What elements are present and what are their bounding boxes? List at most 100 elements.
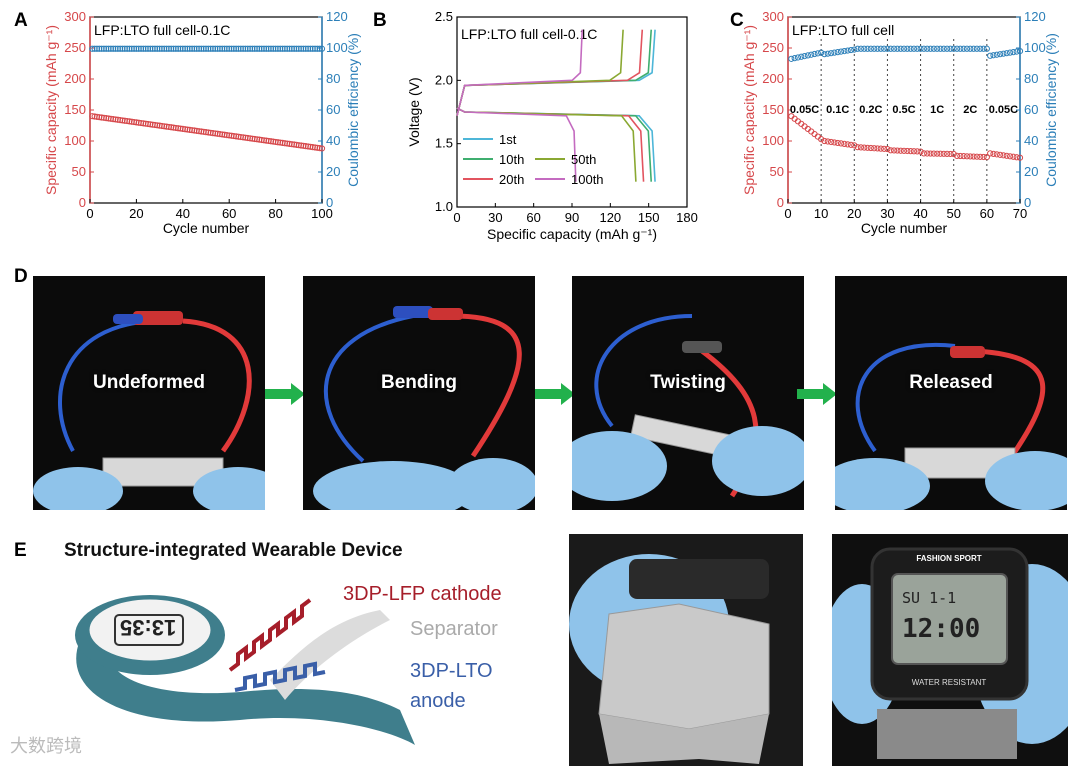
ce-point: [927, 45, 934, 52]
ce-point: [917, 45, 924, 52]
chart-title: LFP:LTO full cell-0.1C: [461, 26, 597, 42]
ce-point: [124, 45, 131, 52]
ce-point: [98, 45, 105, 52]
ce-point: [117, 45, 124, 52]
capacity-point: [980, 153, 987, 161]
ce-point: [156, 45, 163, 52]
ce-point: [265, 45, 272, 52]
capacity-point: [957, 152, 964, 160]
capacity-point: [900, 147, 908, 154]
capacity-point: [837, 140, 845, 147]
ce-point: [137, 45, 145, 52]
ce-point: [811, 50, 818, 58]
arrow-icon-1: [265, 383, 305, 405]
ce-point: [877, 45, 884, 52]
ce-point: [100, 45, 108, 52]
ce-point: [309, 45, 316, 52]
ce-point: [298, 45, 305, 52]
photo-bending: Bending: [303, 276, 535, 510]
y2-tick-label: 80: [326, 71, 340, 86]
y2-tick-label: 20: [1024, 164, 1038, 179]
capacity-point: [914, 148, 921, 155]
ce-point: [824, 50, 831, 57]
ce-point: [119, 45, 126, 52]
ce-point: [198, 45, 205, 52]
capacity-point: [881, 145, 888, 152]
ce-point: [91, 45, 98, 52]
rate-label: 0.2C: [859, 104, 882, 116]
ce-point: [854, 45, 861, 52]
ce-point: [924, 45, 931, 52]
ce-point: [302, 45, 309, 52]
rate-label: 0.1C: [826, 104, 849, 116]
ce-point: [135, 45, 142, 52]
discharge-curve: [456, 107, 656, 182]
capacity-point: [937, 150, 944, 157]
ce-point: [864, 45, 871, 52]
capacity-point: [990, 150, 997, 157]
ce-point: [910, 45, 918, 52]
ce-point: [233, 45, 240, 52]
ce-point: [970, 45, 977, 52]
ce-point: [114, 45, 121, 52]
rate-label: 1C: [930, 104, 944, 116]
ce-point: [990, 52, 997, 59]
ce-point: [258, 45, 265, 52]
ce-point: [993, 51, 1000, 58]
ce-point: [242, 45, 249, 52]
y-tick-label: 0: [79, 195, 86, 210]
ce-point: [281, 45, 288, 52]
ce-point: [967, 45, 974, 52]
ce-point: [151, 45, 159, 52]
ce-point: [307, 45, 314, 52]
capacity-point: [970, 153, 977, 160]
capacity-point: [983, 154, 990, 161]
ce-point: [256, 45, 263, 52]
ce-point: [808, 51, 815, 58]
ce-point: [890, 45, 898, 52]
ce-point: [791, 55, 798, 62]
y2-tick-label: 120: [326, 10, 348, 24]
capacity-point: [917, 148, 924, 155]
capacity-point: [841, 140, 848, 147]
discharge-curve: [456, 107, 653, 182]
ce-point: [288, 45, 295, 52]
ce-point: [200, 45, 207, 52]
ce-point: [226, 45, 233, 52]
y-tick-label: 150: [762, 102, 784, 117]
x-tick-label: 60: [980, 206, 994, 221]
ce-point: [1003, 50, 1010, 57]
charge-curve: [456, 29, 624, 116]
x-tick-label: 90: [565, 210, 579, 225]
ce-point: [140, 45, 147, 52]
photo-watch-band: [569, 534, 803, 766]
y2-axis-label: Coulombic efficiency (%): [345, 33, 361, 187]
y-tick-label: 150: [64, 102, 86, 117]
ce-point: [318, 45, 326, 52]
ce-point: [188, 45, 196, 52]
y-tick-label: 1.0: [435, 199, 453, 214]
panel-label-b: B: [373, 10, 387, 31]
ce-point: [963, 45, 971, 52]
ce-point: [161, 45, 168, 52]
ce-point: [149, 45, 156, 52]
ce-point: [110, 45, 117, 52]
ce-point: [871, 45, 878, 52]
capacity-point: [818, 136, 825, 143]
ce-point: [286, 45, 293, 52]
x-axis-label: Specific capacity (mAh g⁻¹): [487, 226, 657, 242]
y2-tick-label: 100: [1024, 40, 1046, 55]
ce-point: [914, 45, 921, 52]
ce-point: [973, 45, 981, 52]
ce-point: [193, 45, 200, 52]
capacity-point: [871, 145, 878, 152]
photo-undeformed: Undeformed: [33, 276, 265, 510]
chart-c: 0 10 20 30 40 50 60 700501001502002503000204060…: [741, 10, 1059, 236]
ce-point: [861, 45, 868, 52]
charge-curve: [456, 29, 584, 116]
ce-point: [277, 45, 284, 52]
chart-a: 0 20 40 60 80 1000501001502002503000204060801…: [43, 10, 361, 236]
y-tick-label: 200: [762, 71, 784, 86]
ce-point: [172, 45, 179, 52]
x-tick-label: 100: [311, 206, 333, 221]
